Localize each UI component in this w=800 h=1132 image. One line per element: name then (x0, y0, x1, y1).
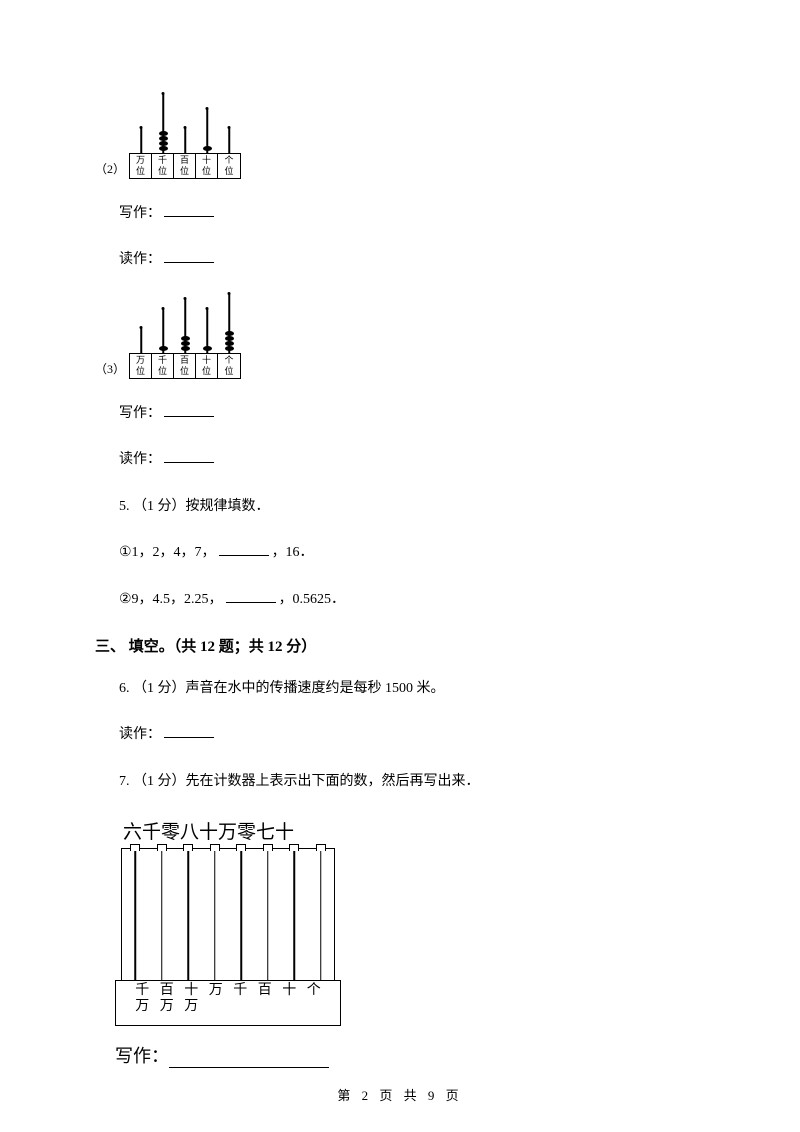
counter-rod (175, 849, 202, 980)
counter-rod (281, 849, 308, 980)
q2-abacus: 万位千位百位十位个位 (129, 95, 241, 179)
place-label: 万位 (130, 154, 152, 178)
q6-read: 读作： (119, 724, 705, 746)
page-content: （2） 万位千位百位十位个位 写作： 读作： （3） 万位千位百位十位个位 写作… (0, 0, 800, 1068)
section-3-header: 三、 填空。（共 12 题；共 12 分） (95, 635, 705, 656)
abacus-rod (152, 308, 174, 353)
counter-rod (308, 849, 335, 980)
blank[interactable] (164, 403, 214, 417)
place-label: 百位 (174, 354, 196, 378)
q3-abacus-row: （3） 万位千位百位十位个位 (95, 295, 705, 379)
q3-abacus: 万位千位百位十位个位 (129, 295, 241, 379)
q6-stem: 6. （1 分）声音在水中的传播速度约是每秒 1500 米。 (119, 678, 705, 700)
abacus-rod (152, 93, 174, 153)
abacus-rod (218, 127, 240, 153)
q2-number: （2） (95, 160, 125, 177)
q5-line1: ①1，2，4，7，，16． (119, 542, 705, 564)
read-label: 读作： (119, 452, 161, 467)
counter-rod (228, 849, 255, 980)
blank[interactable] (219, 542, 269, 556)
place-label: 个位 (218, 354, 240, 378)
place-label: 万位 (130, 354, 152, 378)
place-label: 十位 (196, 154, 218, 178)
blank[interactable] (164, 203, 214, 217)
counter-place-label: 千 (228, 983, 253, 1021)
abacus-rod (130, 127, 152, 153)
counter-place-label: 百万 (155, 983, 180, 1021)
q5-stem: 5. （1 分）按规律填数． (119, 496, 705, 518)
place-label: 千位 (152, 154, 174, 178)
abacus-rod (196, 308, 218, 353)
place-label: 个位 (218, 154, 240, 178)
blank[interactable] (226, 589, 276, 603)
read-label: 读作： (119, 252, 161, 267)
q2-abacus-row: （2） 万位千位百位十位个位 (95, 95, 705, 179)
q3-read: 读作： (119, 449, 705, 471)
counter-rod (122, 849, 149, 980)
counter-rod (202, 849, 229, 980)
abacus-rod (174, 298, 196, 353)
counter-place-label: 个 (302, 983, 327, 1021)
counter-place-label: 千万 (130, 983, 155, 1021)
counter-place-label: 万 (204, 983, 229, 1021)
counter-rod (149, 849, 176, 980)
blank[interactable] (164, 724, 214, 738)
blank[interactable] (164, 449, 214, 463)
abacus-rod (174, 127, 196, 153)
page-footer: 第 2 页 共 9 页 (0, 1085, 800, 1104)
read-label: 读作： (119, 727, 161, 742)
write-label: 写作： (119, 206, 161, 221)
blank[interactable] (164, 249, 214, 263)
q7-write: 写作： (115, 1042, 705, 1068)
q7-stem: 7. （1 分）先在计数器上表示出下面的数，然后再写出来． (119, 771, 705, 793)
counter-place-label: 十万 (179, 983, 204, 1021)
q3-number: （3） (95, 360, 125, 377)
blank[interactable] (169, 1050, 329, 1068)
place-label: 十位 (196, 354, 218, 378)
counter-device: 千万百万十万万千百十个 (115, 848, 341, 1026)
place-label: 千位 (152, 354, 174, 378)
place-label: 百位 (174, 154, 196, 178)
q7-counter: 六千零八十万零七十 千万百万十万万千百十个 写作： (115, 817, 705, 1068)
q5-line2: ②9，4.5，2.25，，0.5625． (119, 589, 705, 611)
counter-rod (255, 849, 282, 980)
q2-read: 读作： (119, 249, 705, 271)
counter-place-label: 百 (253, 983, 278, 1021)
q3-write: 写作： (119, 403, 705, 425)
q7-title: 六千零八十万零七十 (123, 817, 705, 844)
q2-write: 写作： (119, 203, 705, 225)
abacus-rod (130, 327, 152, 353)
abacus-rod (218, 293, 240, 353)
abacus-rod (196, 108, 218, 153)
counter-place-label: 十 (277, 983, 302, 1021)
write-label: 写作： (119, 406, 161, 421)
